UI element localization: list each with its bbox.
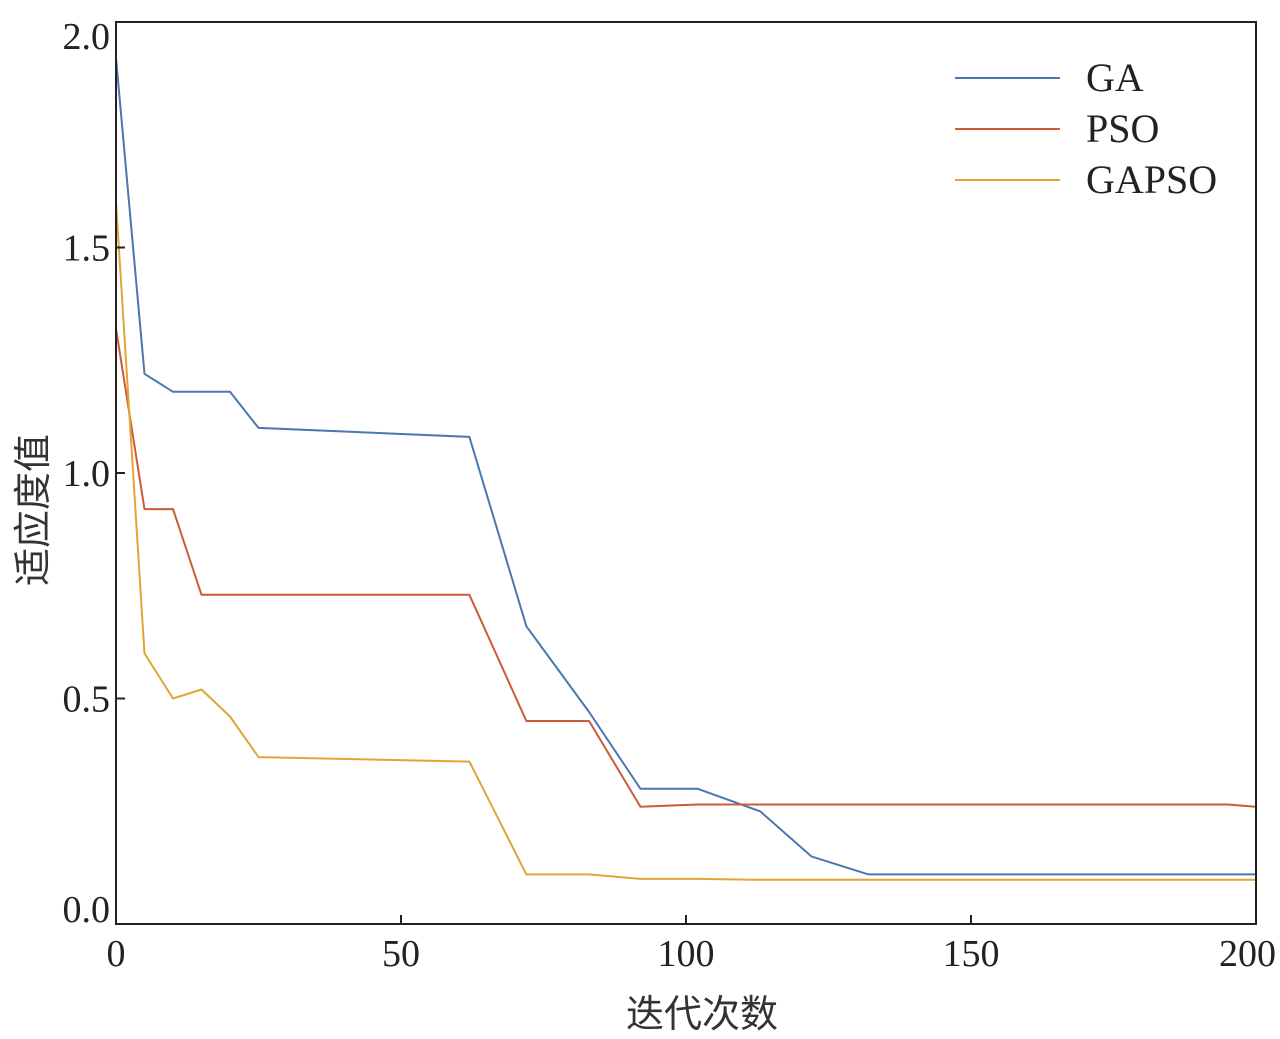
y-tick-label: 0.5: [63, 679, 111, 721]
y-axis-title: 适应度值: [11, 434, 55, 586]
series-line-gapso: [115, 202, 1256, 881]
x-tick-label: 50: [382, 933, 420, 975]
legend-label-ga: GA: [1086, 55, 1144, 100]
x-tick-label: 0: [107, 933, 126, 975]
x-tick-label: 150: [943, 933, 1000, 975]
axes: 0 50 100 150 200 0.0 0.5 1.0 1.5 2.0: [63, 16, 1277, 975]
series-line-ga: [115, 58, 1256, 876]
series-line-pso: [115, 328, 1257, 808]
legend-label-pso: PSO: [1086, 106, 1159, 151]
y-tick-label: 0.0: [63, 889, 111, 931]
plot-lines: [115, 58, 1257, 881]
x-axis-title: 迭代次数: [626, 992, 778, 1036]
y-tick-label: 1.0: [63, 453, 111, 495]
x-tick-label: 100: [658, 933, 715, 975]
legend-label-gapso: GAPSO: [1086, 157, 1217, 202]
y-tick-label: 2.0: [63, 16, 111, 58]
y-tick-label: 1.5: [63, 228, 111, 270]
x-tick-label: 200: [1219, 933, 1276, 975]
